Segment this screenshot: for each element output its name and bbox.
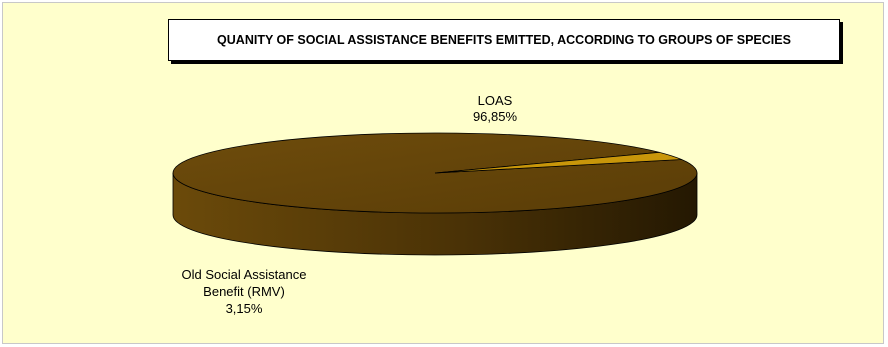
slice-label-0-line-0: LOAS (478, 93, 513, 108)
chart-title-box: QUANITY OF SOCIAL ASSISTANCE BENEFITS EM… (168, 19, 840, 61)
slice-value-label-1: 3,15% (226, 301, 263, 316)
slice-tops (172, 132, 698, 214)
slice-top-1 (434, 151, 682, 174)
slice-label-0: LOAS 96,85% (473, 93, 518, 124)
slice-value-label-0: 96,85% (473, 109, 518, 124)
slice-label-1: Old Social Assistance Benefit (RMV) 3,15… (181, 267, 306, 316)
pie-chart: LOAS 96,85% Old Social Assistance Benefi… (172, 93, 698, 316)
chart-area: QUANITY OF SOCIAL ASSISTANCE BENEFITS EM… (2, 2, 884, 344)
chart-title: QUANITY OF SOCIAL ASSISTANCE BENEFITS EM… (217, 33, 791, 47)
slice-top-0 (172, 132, 698, 214)
slice-label-1-line-1: Benefit (RMV) (203, 284, 285, 299)
slice-label-1-line-0: Old Social Assistance (181, 267, 306, 282)
